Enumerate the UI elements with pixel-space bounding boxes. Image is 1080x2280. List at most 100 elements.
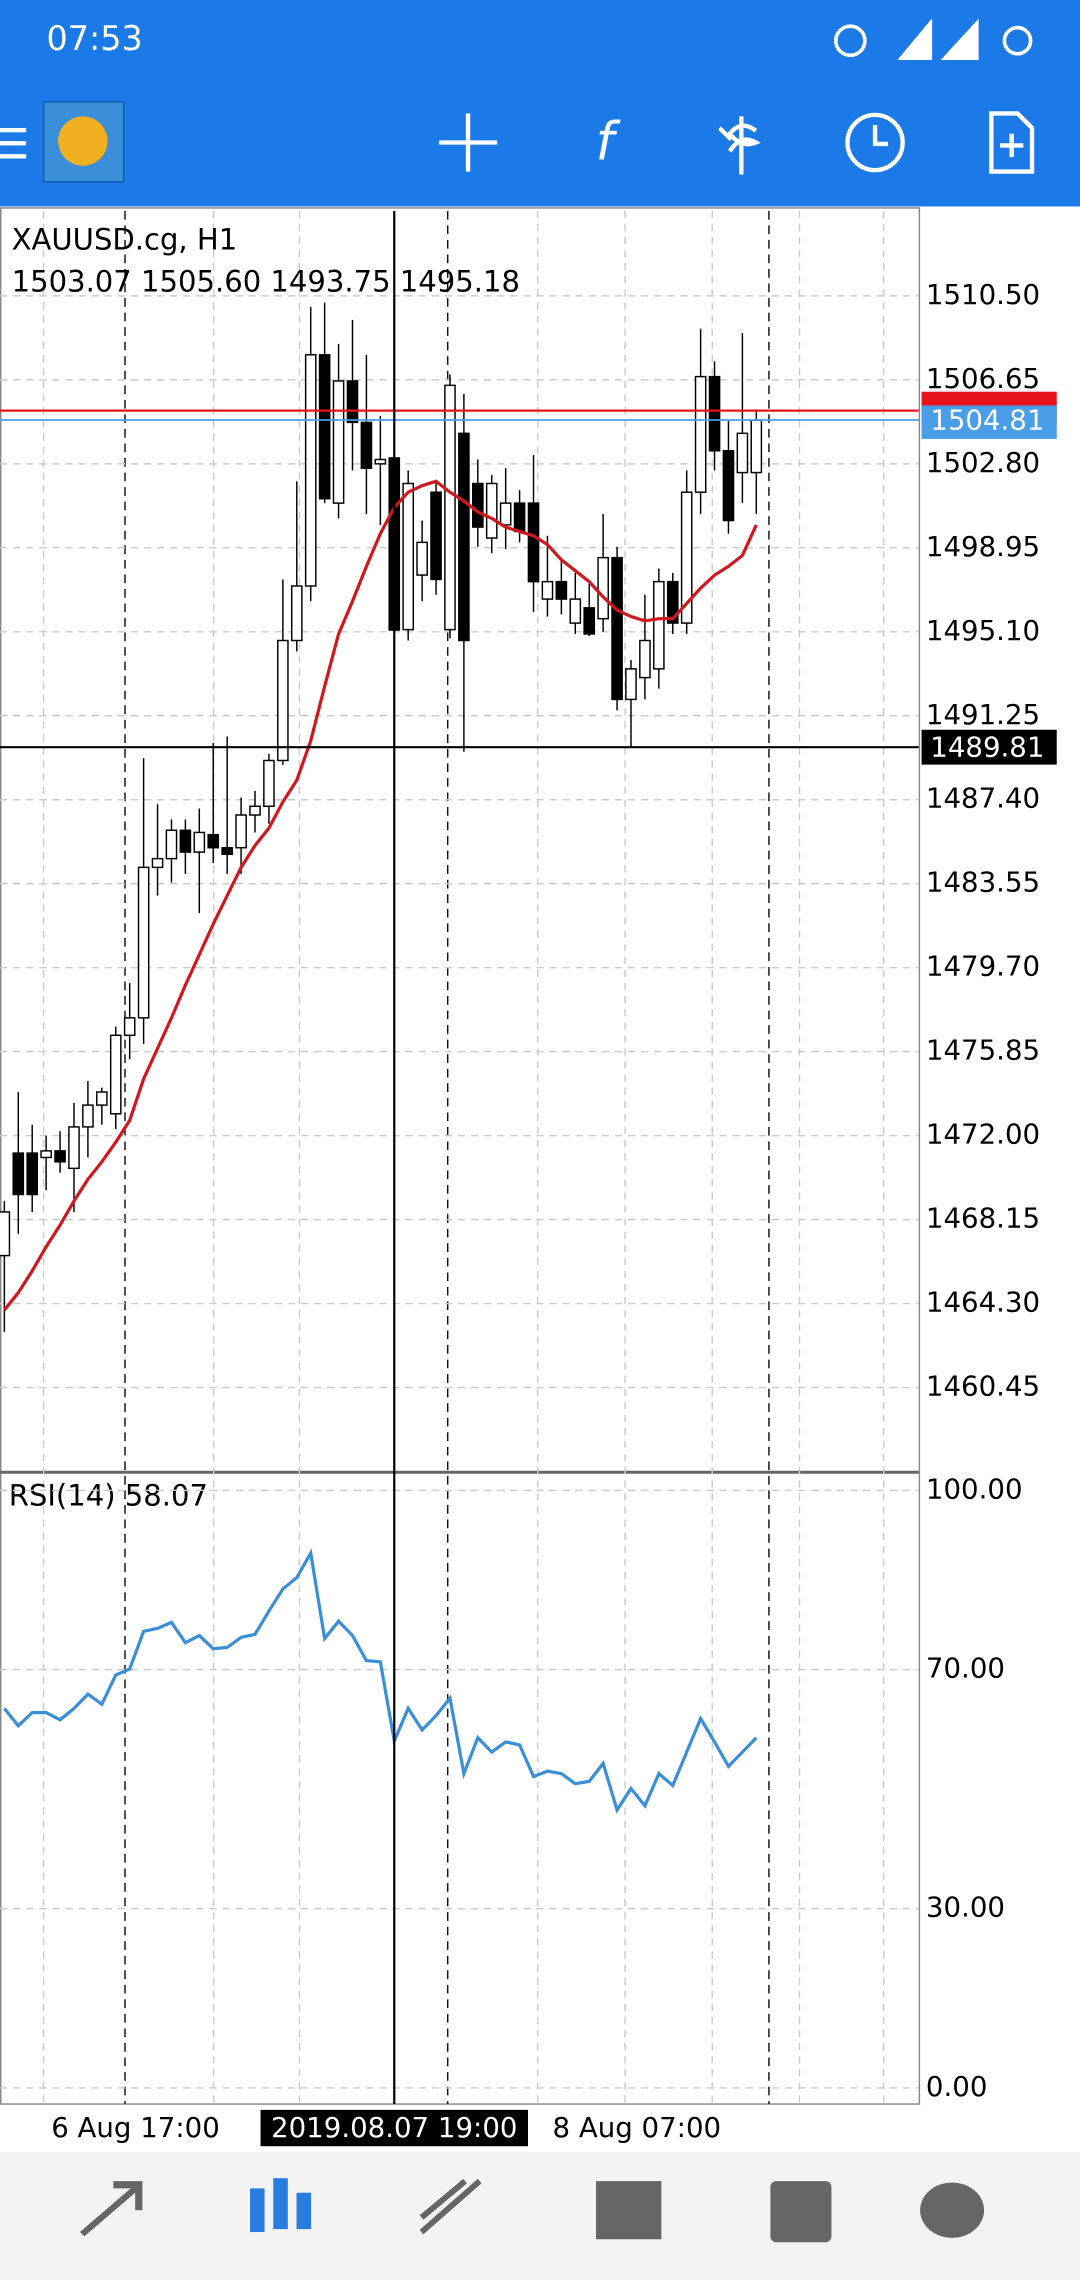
rsi-tick-label: 100.00 [926, 1472, 1023, 1505]
candle-body [179, 829, 192, 853]
candle-body [430, 491, 442, 581]
nav-history[interactable] [595, 2181, 662, 2240]
timeframe-button[interactable] [845, 112, 905, 173]
day-separators [124, 210, 770, 2105]
y-tick-label: 1502.80 [926, 446, 1040, 479]
candle-body [527, 502, 540, 583]
candle-body [263, 759, 275, 808]
y-tick-label: 1472.00 [926, 1118, 1040, 1151]
candle-body [736, 432, 749, 474]
chart-frame [0, 207, 921, 2105]
x-tick-label: 8 Aug 07:00 [553, 2111, 722, 2144]
candle-body [555, 580, 568, 600]
candle-body [680, 491, 693, 624]
rsi-tick-label: 0.00 [926, 2070, 987, 2103]
candle-body [569, 598, 582, 624]
candle-body [583, 607, 596, 635]
rsi-tick-label: 70.00 [926, 1652, 1005, 1685]
new-order-button[interactable] [989, 111, 1035, 174]
candle-body [597, 556, 609, 620]
candle-body [40, 1150, 52, 1159]
candle-body [722, 450, 735, 522]
candle-body [750, 419, 763, 474]
nav-messages[interactable] [920, 2182, 985, 2238]
rsi-line [3, 1548, 758, 1814]
candle-body [235, 814, 247, 849]
candle-body [611, 556, 623, 701]
candle-body [249, 805, 261, 816]
nav-trade[interactable] [419, 2178, 482, 2235]
candle-body [444, 384, 456, 631]
y-tick-label: 1510.50 [926, 278, 1040, 311]
y-tick-label: 1479.70 [926, 950, 1040, 983]
x-tick-label: 6 Aug 17:00 [51, 2111, 220, 2144]
symbol-title: XAUUSD.cg, H1 [12, 222, 238, 256]
bottom-nav [0, 2152, 1080, 2280]
candle-body [304, 354, 317, 587]
candle-body [26, 1152, 39, 1196]
y-tick-label: 1506.65 [926, 362, 1040, 395]
crosshair-time: 2019.08.07 19:00 [271, 2111, 517, 2144]
y-tick-label: 1464.30 [926, 1286, 1040, 1319]
candle-body [123, 1017, 136, 1037]
candle-body [318, 354, 331, 500]
nav-chart[interactable] [250, 2178, 312, 2233]
candle-body [165, 829, 178, 860]
candle-body [290, 585, 303, 642]
top-bar [0, 0, 1080, 207]
candle-body [221, 847, 233, 855]
candle-body [472, 482, 484, 528]
y-tick-label: 1475.85 [926, 1034, 1040, 1067]
candle-body [402, 482, 415, 631]
candle-body [458, 432, 470, 642]
status-icons [833, 18, 1033, 60]
trade-button[interactable] [717, 116, 761, 175]
nav-quotes[interactable] [79, 2181, 143, 2237]
candle-body [666, 580, 679, 624]
candle-body [708, 375, 721, 452]
candle-body [346, 380, 359, 424]
crosshair-button[interactable] [438, 113, 498, 172]
moving-average [3, 479, 758, 1312]
candle-body [12, 1152, 25, 1196]
candle-body [96, 1091, 108, 1106]
menu-button[interactable] [0, 127, 27, 159]
y-tick-label: 1498.95 [926, 530, 1040, 563]
candle-body [639, 639, 651, 679]
nav-news[interactable] [770, 2181, 832, 2243]
candle-body [513, 502, 526, 533]
rsi-title: RSI(14) 58.07 [9, 1479, 208, 1513]
crosshair-time-box [260, 2109, 528, 2147]
bid-label: 1504.81 [930, 403, 1044, 436]
candle-body [0, 1211, 11, 1257]
ohlc-info: 1503.07 1505.60 1493.75 1495.18 [12, 265, 520, 299]
y-tick-label: 1487.40 [926, 782, 1040, 815]
candle-body [54, 1150, 66, 1163]
candle-body [653, 580, 665, 670]
candle-body [416, 541, 428, 576]
candle-body [82, 1104, 94, 1128]
crosshair-price-box [921, 729, 1057, 765]
candle-body [499, 502, 512, 526]
bid-label-box [921, 405, 1057, 439]
candle-body [277, 639, 289, 762]
candle-body [625, 668, 637, 701]
candle-body [109, 1034, 122, 1115]
candle-body [332, 380, 345, 504]
candle-body [485, 482, 498, 539]
candle-body [151, 857, 164, 869]
candle-body [207, 833, 220, 849]
candle-body [374, 458, 387, 465]
y-tick-label: 1495.10 [926, 614, 1040, 647]
candle-body [694, 375, 707, 493]
time-grid [42, 210, 885, 2105]
y-tick-label: 1468.15 [926, 1202, 1040, 1235]
candle-body [541, 580, 554, 600]
candle-body [137, 866, 150, 1019]
candle-body [360, 421, 373, 469]
rsi-tick-label: 30.00 [926, 1891, 1005, 1924]
candle-body [68, 1126, 80, 1170]
y-tick-label: 1491.25 [926, 698, 1040, 731]
